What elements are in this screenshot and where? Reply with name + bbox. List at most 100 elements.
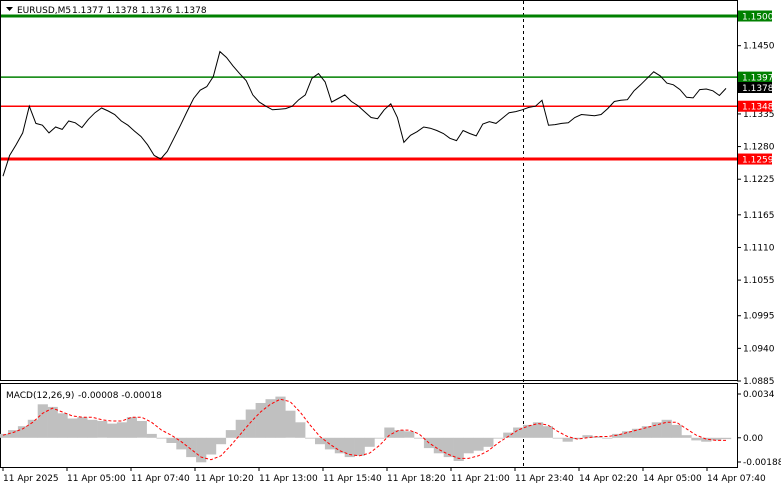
macd-bar: [87, 419, 98, 438]
macd-bar: [67, 418, 78, 438]
time-tick-label: 14 Apr 07:40: [707, 474, 766, 484]
macd-bar: [245, 409, 256, 438]
level-tag: [738, 100, 772, 112]
macd-bar: [146, 433, 157, 438]
macd-bar: [315, 437, 326, 445]
macd-bar: [324, 437, 336, 450]
price-tick-label: 1.0940: [743, 344, 775, 354]
macd-bar: [225, 430, 236, 438]
macd-bar: [562, 437, 573, 442]
level-tag: [738, 10, 772, 22]
macd-bar: [493, 437, 504, 439]
macd-bar: [582, 435, 593, 438]
time-axis: 11 Apr 2025 11 Apr 05:00 11 Apr 07:40 11 Ap…: [2, 467, 766, 484]
dropdown-triangle-icon[interactable]: [6, 7, 13, 11]
macd-bar: [126, 417, 137, 438]
macd-bar: [592, 436, 603, 438]
macd-bar: [523, 424, 534, 438]
macd-bar: [344, 437, 355, 458]
macd-bar: [295, 422, 306, 438]
macd-bar: [206, 437, 217, 455]
macd-bar: [711, 437, 722, 441]
macd-bar: [661, 419, 672, 438]
time-tick-label: 11 Apr 21:00: [451, 474, 510, 484]
macd-bar: [701, 437, 712, 442]
macd-bar: [176, 437, 187, 450]
time-tick-label: 11 Apr 13:00: [259, 474, 318, 484]
macd-bar: [622, 431, 633, 438]
macd-bar: [37, 404, 48, 438]
macd-bar: [116, 422, 128, 438]
macd-bar: [453, 437, 464, 461]
macd-bar: [651, 422, 662, 438]
time-tick-label: 11 Apr 2025: [3, 474, 59, 484]
macd-tick-label: -0.00188: [743, 458, 781, 468]
macd-bar: [443, 437, 454, 458]
time-tick-label: 11 Apr 23:40: [515, 474, 574, 484]
macd-label: MACD(12,26,9): [6, 391, 74, 401]
macd-bar: [473, 437, 484, 451]
macd-bar: [8, 430, 19, 438]
level-tags: 1.1500 1.1397 1.1348 1.1259: [738, 10, 774, 166]
price-tick-label: 1.1280: [743, 143, 775, 153]
macd-bar: [215, 437, 227, 445]
macd-bar: [97, 421, 108, 438]
macd-bar: [612, 433, 623, 438]
current-price-tag: [738, 82, 772, 93]
level-tag: [738, 153, 772, 165]
price-pane[interactable]: [0, 0, 738, 381]
level-tag-value: 1.1500: [742, 13, 774, 23]
macd-bar: [542, 426, 553, 438]
level-tag-value: 1.1348: [742, 103, 774, 113]
macd-bar: [235, 419, 246, 438]
macd-signal-line: [2, 398, 726, 461]
macd-bar: [305, 437, 316, 439]
price-tick-label: 1.1335: [743, 110, 775, 120]
macd-bar: [354, 437, 365, 456]
macd-bar: [631, 428, 643, 438]
price-tick-label: 1.1225: [743, 175, 775, 185]
macd-bar: [107, 423, 118, 438]
macd-bar: [503, 432, 514, 438]
macd-bar: [156, 437, 167, 439]
macd-bar: [552, 437, 563, 439]
macd-tick-label: 0.0034: [743, 390, 775, 400]
macd-bar: [532, 422, 544, 438]
price-tick-label: 1.1110: [743, 243, 775, 253]
price-line: [2, 50, 727, 177]
macd-bar: [334, 437, 345, 454]
price-tick-label: 1.1450: [743, 42, 775, 52]
macd-bar: [275, 396, 286, 438]
time-tick-label: 14 Apr 05:00: [643, 474, 702, 484]
macd-bar: [513, 427, 524, 438]
macd-bar: [196, 437, 207, 463]
macd-bar: [681, 435, 692, 438]
macd-bar: [404, 431, 415, 438]
time-tick-label: 11 Apr 15:40: [323, 474, 382, 484]
macd-bar: [17, 426, 29, 438]
macd-bar: [394, 430, 405, 438]
level-lines: [1, 14, 737, 161]
price-axis: 1.1450 1.1335 1.1280 1.1225 1.1165 1.1110 1.10…: [737, 42, 775, 387]
macd-axis: 0.0034 0.00 -0.00188: [737, 390, 781, 468]
time-tick-label: 11 Apr 05:00: [67, 474, 126, 484]
level-tag-value: 1.1397: [742, 74, 774, 84]
macd-bar: [265, 399, 276, 438]
macd-bar: [721, 437, 732, 440]
ohlc-values: 1.1377 1.1378 1.1376 1.1378: [72, 6, 207, 16]
macd-values: -0.00008 -0.00018: [78, 391, 162, 401]
current-price-value: 1.1378: [742, 84, 774, 94]
macd-bar: [57, 413, 68, 438]
macd-bar: [463, 437, 474, 454]
macd-bar: [285, 410, 296, 438]
level-tag-value: 1.1259: [742, 156, 774, 166]
macd-bar: [166, 437, 177, 443]
price-tick-label: 1.0885: [743, 377, 775, 387]
macd-bar: [186, 437, 197, 458]
macd-bar: [255, 403, 266, 438]
macd-bar: [27, 419, 38, 438]
symbol-label: EURUSD,M5: [17, 6, 71, 16]
time-tick-label: 11 Apr 10:20: [195, 474, 254, 484]
